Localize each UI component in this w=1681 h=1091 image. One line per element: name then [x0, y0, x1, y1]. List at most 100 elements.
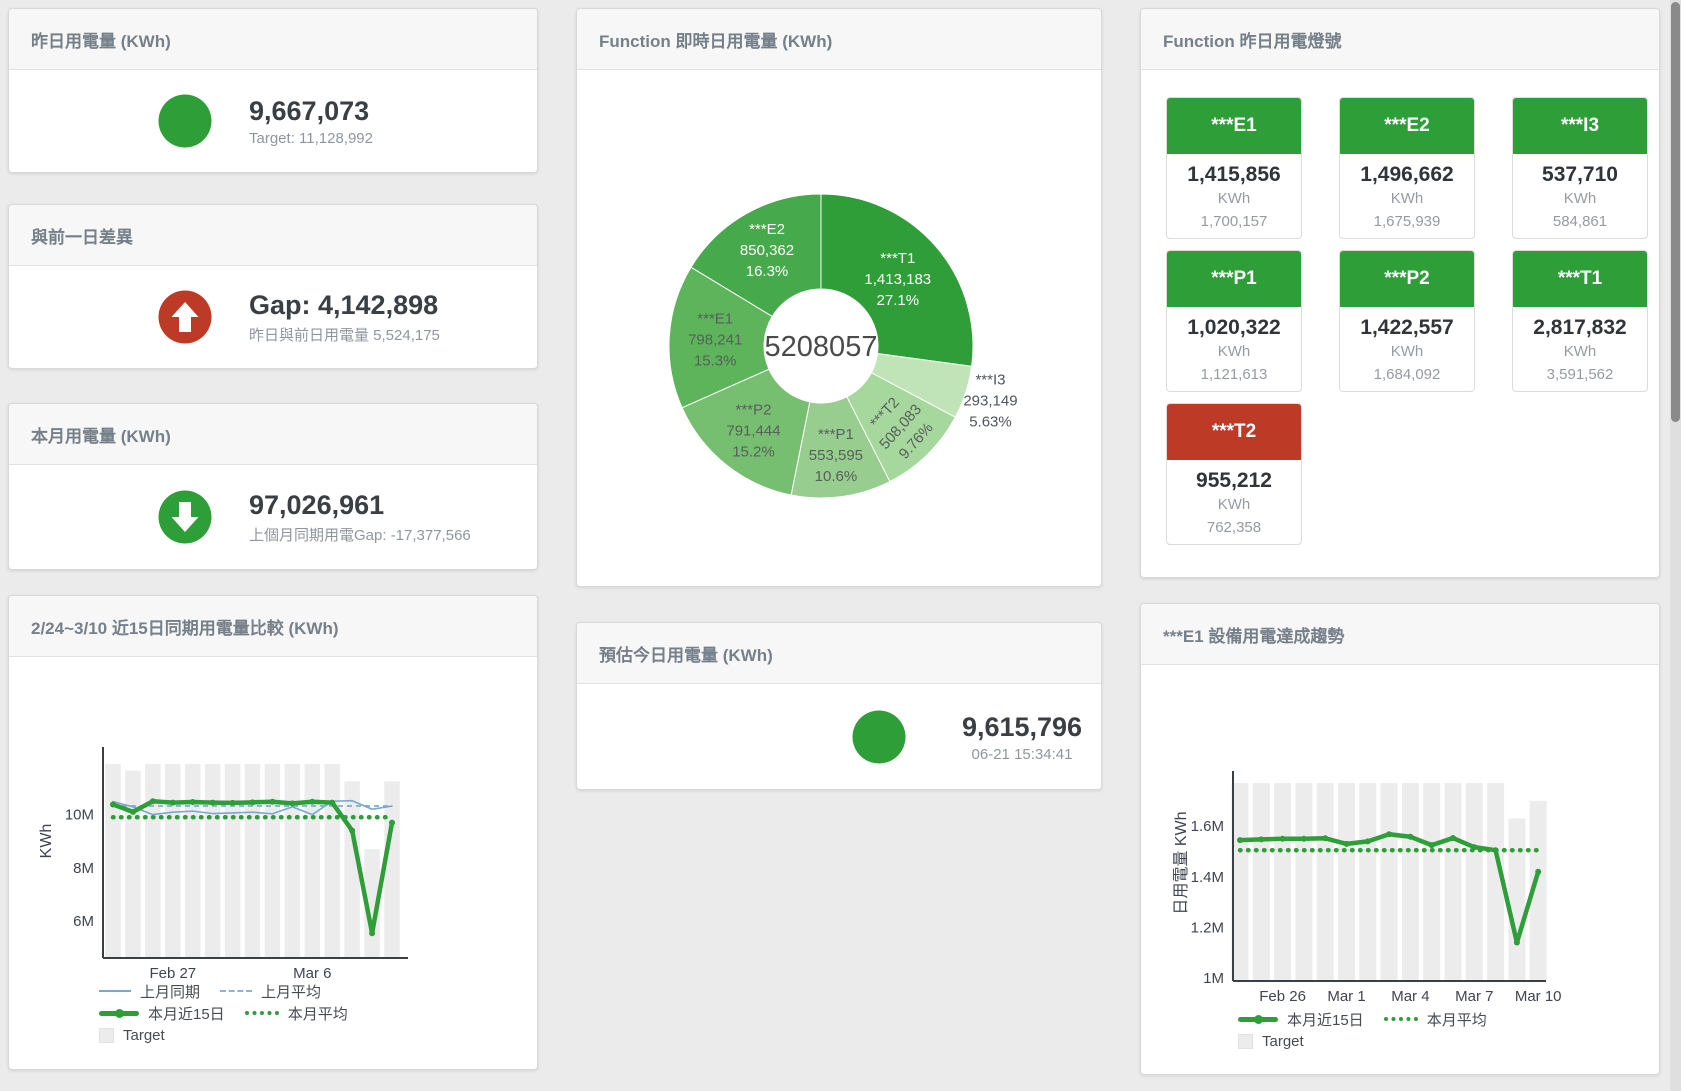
card-title: 與前一日差異: [31, 227, 133, 247]
card-header: 與前一日差異: [9, 205, 537, 266]
slice-label: ***P2 791,444 15.2%: [726, 401, 780, 460]
x-tick-label: Feb 27: [149, 965, 196, 982]
donut-total-value: 5208057: [765, 331, 878, 363]
tile-body: 1,496,662 KWh 1,675,939: [1340, 154, 1474, 233]
data-point: [1258, 836, 1265, 843]
e1-trend-chart-legend: 本月近15日 本月平均 Target: [1238, 1009, 1487, 1051]
comparison-chart[interactable]: 6M 8M 10M Feb 27 Mar 6 KWh: [9, 657, 539, 1002]
x-tick-label: Mar 10: [1515, 988, 1562, 1005]
status-circle-icon: [158, 94, 212, 148]
tile-body: 1,020,322 KWh 1,121,613: [1167, 307, 1301, 386]
data-point: [169, 799, 176, 806]
tile-value: 1,020,322: [1187, 316, 1281, 339]
target-bar: [125, 770, 141, 958]
data-point: [1450, 835, 1456, 842]
card-title: ***E1 設備用電達成趨勢: [1163, 626, 1345, 646]
target-bar: [244, 763, 261, 958]
card-header: 預估今日用電量 (KWh): [577, 623, 1101, 684]
status-circle-icon: [852, 710, 906, 763]
legend-item-Target[interactable]: Target: [1238, 1033, 1304, 1050]
card-header: Function 即時日用電量 (KWh): [577, 9, 1101, 70]
line-swatch-icon: [99, 990, 131, 992]
x-tick-label: Mar 1: [1327, 988, 1365, 1005]
tile-unit: KWh: [1390, 343, 1424, 360]
tile-body: 537,710 KWh 584,861: [1513, 154, 1647, 233]
tile-status-header: ***P2: [1340, 251, 1474, 307]
data-point: [229, 799, 236, 806]
tile-body: 2,817,832 KWh 3,591,562: [1513, 307, 1647, 386]
data-point: [1492, 847, 1499, 854]
stat-value: 97,026,961: [249, 490, 385, 520]
card-status-lights: Function 昨日用電燈號 ***E1 1,415,856 KWh 1,700,1…: [1140, 8, 1660, 578]
tile-target-value: 1,700,157: [1200, 213, 1268, 230]
status-tile-E2[interactable]: ***E2 1,496,662 KWh 1,675,939: [1339, 97, 1475, 239]
legend-label: 上月同期: [140, 983, 201, 1001]
status-tile-E1[interactable]: ***E1 1,415,856 KWh 1,700,157: [1166, 97, 1302, 239]
data-point: [189, 799, 196, 806]
square-swatch-icon: [99, 1027, 114, 1043]
stat-timestamp: 06-21 15:34:41: [971, 745, 1073, 763]
legend-item-本月平均[interactable]: 本月平均: [1383, 1009, 1487, 1030]
status-tile-grid: ***E1 1,415,856 KWh 1,700,157 ***E2 1,496,662…: [1166, 97, 1648, 545]
data-point: [110, 801, 116, 808]
target-bar: [384, 781, 400, 958]
data-point: [129, 808, 136, 815]
legend-item-上月平均[interactable]: 上月平均: [220, 981, 321, 1002]
target-bar: [1295, 783, 1313, 981]
page-scrollbar: [1670, 0, 1681, 1091]
tile-value: 955,212: [1196, 469, 1272, 492]
card-yesterday-usage: 昨日用電量 (KWh) 9,667,073 Target: 11,128,992: [8, 8, 538, 173]
square-swatch-icon: [1238, 1033, 1253, 1049]
legend-label: Target: [123, 1026, 165, 1044]
scrollbar-thumb[interactable]: [1671, 2, 1680, 422]
slice-label: ***E2 850,362 16.3%: [740, 221, 794, 280]
card-month-usage: 本月用電量 (KWh) 97,026,961 上個月同期用電Gap: -17,3…: [8, 403, 538, 570]
legend-item-本月近15日[interactable]: 本月近15日: [99, 1003, 225, 1024]
target-bar: [184, 763, 201, 958]
legend-item-上月同期[interactable]: 上月同期: [99, 981, 200, 1002]
tile-value: 1,415,856: [1187, 163, 1281, 186]
y-tick-label: 1.4M: [1191, 869, 1224, 886]
target-bar: [1529, 800, 1547, 981]
legend-item-本月平均[interactable]: 本月平均: [244, 1003, 348, 1024]
target-bar: [105, 763, 121, 958]
y-tick-label: 6M: [73, 913, 94, 930]
slice-label: ***P1 553,595 10.6%: [809, 426, 863, 485]
tile-unit: KWh: [1390, 190, 1424, 207]
x-tick-label: Mar 4: [1391, 988, 1429, 1005]
tile-value: 2,817,832: [1533, 316, 1627, 339]
tile-status-header: ***E2: [1340, 98, 1474, 154]
data-point: [1386, 831, 1393, 838]
status-tile-T2[interactable]: ***T2 955,212 KWh 762,358: [1166, 403, 1302, 545]
data-point: [269, 798, 276, 805]
tile-value: 1,422,557: [1360, 316, 1454, 339]
legend-label: 本月平均: [1426, 1011, 1487, 1029]
x-tick-label: Mar 6: [293, 965, 331, 982]
tile-target-value: 1,684,092: [1373, 366, 1441, 383]
slice-label: ***E1 798,241 15.3%: [688, 310, 742, 369]
legend-label: 本月平均: [287, 1005, 348, 1023]
data-point: [1407, 833, 1414, 840]
target-bar: [264, 763, 281, 958]
status-tile-T1[interactable]: ***T1 2,817,832 KWh 3,591,562: [1512, 250, 1648, 392]
tile-unit: KWh: [1563, 343, 1597, 360]
slice-label: ***T1 1,413,183 27.1%: [864, 250, 931, 309]
data-point: [1279, 835, 1286, 842]
status-tile-I3[interactable]: ***I3 537,710 KWh 584,861: [1512, 97, 1648, 239]
status-tile-P2[interactable]: ***P2 1,422,557 KWh 1,684,092: [1339, 250, 1475, 392]
card-e1-trend-chart: ***E1 設備用電達成趨勢 1M 1.2M 1.4M 1.6M Feb 26 Mar 1…: [1140, 603, 1660, 1075]
y-tick-label: 8M: [73, 860, 94, 877]
card-15day-comparison-chart: 2/24~3/10 近15日同期用電量比較 (KWh) 6M 8M 10M Feb 2…: [8, 595, 538, 1070]
y-tick-label: 1.6M: [1191, 818, 1224, 835]
realtime-usage-donut-chart[interactable]: ***T1 1,413,183 27.1%***I3 293,149 5.63%***T…: [577, 70, 1103, 588]
e1-trend-chart[interactable]: 1M 1.2M 1.4M 1.6M Feb 26 Mar 1 Mar 4 Mar 7 Mar 1…: [1141, 666, 1661, 1011]
target-bar: [1338, 783, 1355, 981]
stat-subtitle: 昨日與前日用電量 5,524,175: [249, 327, 440, 344]
legend-item-本月近15日[interactable]: 本月近15日: [1238, 1009, 1364, 1030]
status-tile-P1[interactable]: ***P1 1,020,322 KWh 1,121,613: [1166, 250, 1302, 392]
target-bar: [1401, 783, 1419, 981]
legend-item-Target[interactable]: Target: [99, 1027, 165, 1044]
tile-body: 1,422,557 KWh 1,684,092: [1340, 307, 1474, 386]
y-axis-label: KWh: [38, 824, 55, 859]
tile-value: 1,496,662: [1360, 163, 1454, 186]
